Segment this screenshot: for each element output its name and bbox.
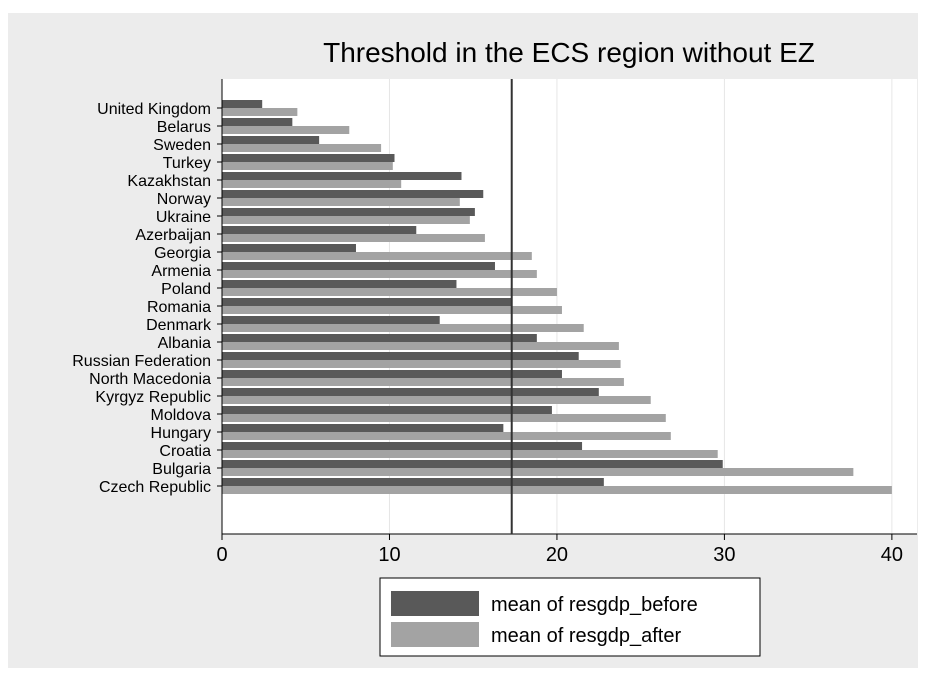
legend: mean of resgdp_before mean of resgdp_aft… — [379, 577, 761, 657]
bar-after — [222, 216, 470, 224]
legend-swatch-after — [391, 622, 479, 647]
bar-after — [222, 252, 532, 260]
x-tick-label: 20 — [546, 544, 568, 566]
bar-before — [222, 298, 512, 306]
bar-before — [222, 136, 320, 144]
bar-after — [222, 198, 460, 206]
bar-after — [222, 414, 666, 422]
bar-after — [222, 342, 619, 350]
bar-before — [222, 424, 504, 432]
bar-before — [222, 442, 583, 450]
y-tick-label: Armenia — [151, 263, 211, 280]
y-tick-label: Sweden — [153, 137, 211, 154]
y-tick-label: Albania — [158, 335, 211, 352]
bar-before — [222, 262, 495, 270]
legend-swatch-before — [391, 591, 479, 616]
bar-before — [222, 154, 395, 162]
bar-after — [222, 450, 718, 458]
bar-before — [222, 244, 356, 252]
x-tick-label: 10 — [378, 544, 400, 566]
y-tick-label: Kazakhstan — [127, 173, 211, 190]
bar-after — [222, 126, 350, 134]
bar-before — [222, 334, 537, 342]
y-tick-labels: United KingdomBelarusSwedenTurkeyKazakhs… — [72, 101, 222, 496]
legend-label-before: mean of resgdp_before — [491, 594, 698, 616]
bars — [222, 100, 892, 494]
bar-before — [222, 352, 579, 360]
bar-before — [222, 388, 599, 396]
bar-after — [222, 234, 485, 242]
y-tick-label: Croatia — [159, 443, 211, 460]
bar-before — [222, 460, 723, 468]
y-tick-label: Bulgaria — [152, 461, 211, 478]
x-tick-label: 40 — [881, 544, 903, 566]
x-tick-labels: 0 10 20 30 40 — [216, 534, 903, 566]
bar-before — [222, 280, 457, 288]
bar-after — [222, 396, 651, 404]
bar-after — [222, 468, 854, 476]
y-tick-label: Ukraine — [156, 209, 211, 226]
bar-after — [222, 162, 393, 170]
y-tick-label: North Macedonia — [89, 371, 211, 388]
y-tick-label: Poland — [161, 281, 211, 298]
bar-before — [222, 172, 462, 180]
bar-before — [222, 406, 552, 414]
bar-after — [222, 324, 584, 332]
chart-title: Threshold in the ECS region without EZ — [323, 37, 815, 68]
y-tick-label: Azerbaijan — [135, 227, 211, 244]
y-tick-label: Romania — [147, 299, 211, 316]
bar-after — [222, 432, 671, 440]
bar-after — [222, 108, 298, 116]
bar-after — [222, 144, 382, 152]
y-tick-label: United Kingdom — [97, 101, 211, 118]
bar-before — [222, 370, 562, 378]
y-tick-label: Czech Republic — [99, 479, 211, 496]
bar-before — [222, 100, 263, 108]
x-tick-label: 30 — [713, 544, 735, 566]
y-tick-label: Russian Federation — [72, 353, 211, 370]
bar-after — [222, 270, 537, 278]
y-tick-label: Hungary — [151, 425, 211, 442]
bar-after — [222, 288, 557, 296]
bar-after — [222, 378, 624, 386]
bar-after — [222, 306, 562, 314]
bar-after — [222, 486, 892, 494]
y-tick-label: Denmark — [146, 317, 212, 334]
bar-before — [222, 478, 604, 486]
y-tick-label: Turkey — [163, 155, 211, 172]
bar-after — [222, 360, 621, 368]
bar-before — [222, 226, 417, 234]
bar-after — [222, 180, 402, 188]
bar-before — [222, 190, 484, 198]
y-tick-label: Moldova — [151, 407, 212, 424]
legend-label-after: mean of resgdp_after — [491, 625, 681, 647]
x-tick-label: 0 — [216, 544, 227, 566]
bar-before — [222, 208, 475, 216]
y-tick-label: Norway — [157, 191, 211, 208]
y-tick-label: Belarus — [157, 119, 211, 136]
y-tick-label: Georgia — [154, 245, 211, 262]
bar-before — [222, 118, 293, 126]
bar-before — [222, 316, 440, 324]
y-tick-label: Kyrgyz Republic — [95, 389, 211, 406]
